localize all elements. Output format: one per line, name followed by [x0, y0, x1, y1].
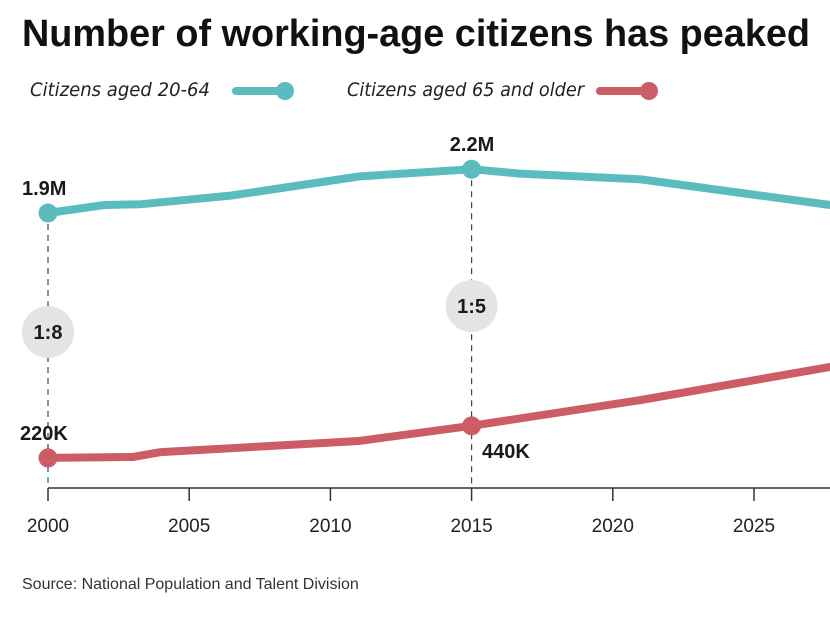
data-point-marker [38, 203, 58, 223]
plot-area: 2000 2005 2010 2015 2020 2025 1:8 1:5 1.9M 2.2M 22… [20, 134, 830, 537]
ratio-label: 1:5 [457, 296, 486, 318]
x-tick-label: 2000 [27, 516, 69, 537]
series-line-0 [44, 165, 830, 217]
data-point-marker [462, 159, 482, 179]
x-tick-label: 2005 [168, 516, 210, 537]
x-tick-label: 2015 [450, 516, 492, 537]
legend: Citizens aged 20-64 Citizens aged 65 and… [30, 79, 658, 101]
source-note: Source: National Population and Talent D… [22, 576, 359, 593]
data-label: 220K [20, 423, 68, 445]
data-label: 1.9M [22, 178, 66, 200]
legend-label-0: Citizens aged 20-64 [30, 79, 210, 101]
ratio-bubble [445, 280, 498, 332]
data-point-marker [38, 448, 58, 468]
data-label: 2.2M [450, 134, 494, 156]
legend-marker-0 [276, 82, 294, 100]
ratio-bubble [22, 306, 74, 358]
chart-title: Number of working-age citizens has peake… [22, 13, 810, 55]
series-line-1 [44, 362, 830, 462]
legend-marker-1 [640, 82, 658, 100]
x-tick-label: 2010 [309, 516, 351, 537]
data-label: 440K [482, 441, 530, 463]
legend-label-1: Citizens aged 65 and older [347, 79, 585, 101]
x-tick-label: 2025 [733, 516, 775, 537]
data-point-marker [462, 416, 482, 436]
ratio-label: 1:8 [34, 322, 63, 344]
x-tick-label: 2020 [592, 516, 634, 537]
